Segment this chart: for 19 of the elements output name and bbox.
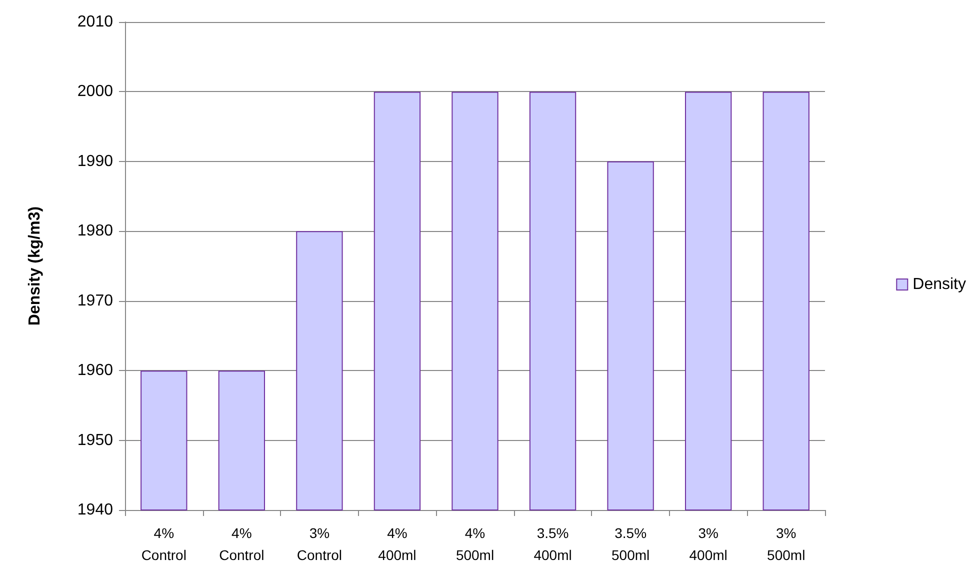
x-tick-label: 3% 500ml <box>767 525 806 563</box>
x-tick-label: 3% 400ml <box>689 525 728 563</box>
y-tick-label: 1990 <box>77 152 114 170</box>
legend-label: Density <box>912 276 966 293</box>
y-tick-label: 2010 <box>77 14 114 30</box>
x-tick-label: 4% 500ml <box>456 525 494 563</box>
y-tick-label: 1950 <box>77 432 114 449</box>
y-tick-label: 2000 <box>77 83 114 100</box>
x-tick-label: 4% 400ml <box>378 525 416 563</box>
x-tick-label: 4% Control <box>141 525 186 563</box>
y-tick-label: 1940 <box>77 502 114 518</box>
y-tick-label: 1980 <box>77 222 114 240</box>
x-tick-label: 4% Control <box>219 525 264 563</box>
x-tick-label: 3% Control <box>296 525 342 563</box>
x-tick-label: 3.5% 400ml <box>534 525 572 563</box>
y-axis-title: Density (kg/m3) <box>26 206 44 326</box>
y-tick-label: 1960 <box>77 362 114 380</box>
x-tick-label: 3.5% 500ml <box>611 525 650 563</box>
y-tick-label: 1970 <box>77 292 114 310</box>
